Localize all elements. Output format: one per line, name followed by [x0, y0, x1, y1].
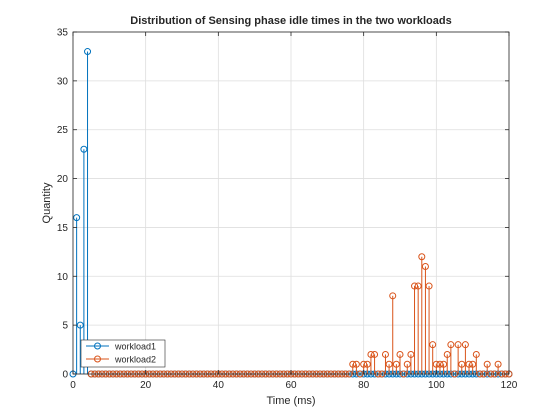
y-axis-label: Quantity: [41, 182, 53, 223]
y-tick-label: 10: [57, 272, 69, 283]
stem-marker: [389, 292, 397, 300]
stem-marker: [407, 350, 415, 358]
stem-marker: [84, 48, 92, 56]
stem-marker: [494, 360, 502, 368]
stem-marker: [381, 350, 389, 358]
stem-marker: [454, 341, 462, 349]
y-tick-label: 0: [62, 370, 68, 381]
x-tick-label: 20: [140, 380, 152, 391]
stem-marker: [483, 360, 491, 368]
legend-label-workload1: workload1: [114, 342, 156, 352]
y-tick-label: 35: [57, 28, 69, 39]
y-tick-label: 25: [57, 125, 69, 136]
stem-marker: [80, 145, 88, 153]
x-tick-label: 100: [428, 380, 445, 391]
x-tick-label: 80: [358, 380, 370, 391]
x-axis-label: Time (ms): [266, 395, 315, 407]
stem-marker: [440, 360, 448, 368]
stem-marker: [385, 360, 393, 368]
stem-marker: [472, 350, 480, 358]
stem-marker: [443, 350, 451, 358]
stem-marker: [418, 253, 426, 261]
legend-item-workload2: workload2: [86, 355, 156, 365]
stem-marker: [360, 360, 368, 368]
stem-marker: [465, 360, 473, 368]
legend-marker-workload2: [94, 355, 101, 363]
x-tick-label: 120: [501, 380, 518, 391]
stem-marker: [414, 282, 422, 290]
stem-marker: [432, 360, 440, 368]
axis-ticks: 0 20 40 60 80 100 120 0 5 10 15 20 25 30 35: [57, 28, 518, 392]
stem-marker: [469, 360, 477, 368]
stem-marker: [429, 341, 437, 349]
y-tick-label: 5: [62, 321, 68, 332]
stem-marker: [421, 263, 429, 271]
y-tick-label: 15: [57, 223, 69, 234]
stem-marker: [352, 360, 360, 368]
legend-item-workload1: workload1: [86, 342, 156, 352]
y-tick-label: 20: [57, 174, 69, 185]
stem-marker: [403, 360, 411, 368]
stem-marker: [367, 350, 375, 358]
x-tick-label: 60: [285, 380, 297, 391]
stem-marker: [363, 360, 371, 368]
stem-marker: [425, 282, 433, 290]
stem-marker: [73, 214, 81, 222]
stem-marker: [396, 350, 404, 358]
stem-marker: [458, 360, 466, 368]
legend-marker-workload1: [94, 342, 101, 350]
stem-marker: [76, 321, 84, 329]
stem-marker: [436, 360, 444, 368]
y-tick-label: 30: [57, 76, 69, 87]
stem-marker: [461, 341, 469, 349]
stem-marker: [447, 341, 455, 349]
stem-marker: [371, 350, 379, 358]
stem-marker: [349, 360, 357, 368]
legend-label-workload2: workload2: [114, 355, 156, 365]
stem-marker: [392, 360, 400, 368]
x-tick-label: 0: [70, 380, 76, 391]
x-tick-label: 40: [213, 380, 225, 391]
chart-title: Distribution of Sensing phase idle times…: [130, 15, 451, 27]
legend: workload1 workload2: [80, 339, 166, 368]
stem-marker: [411, 282, 419, 290]
